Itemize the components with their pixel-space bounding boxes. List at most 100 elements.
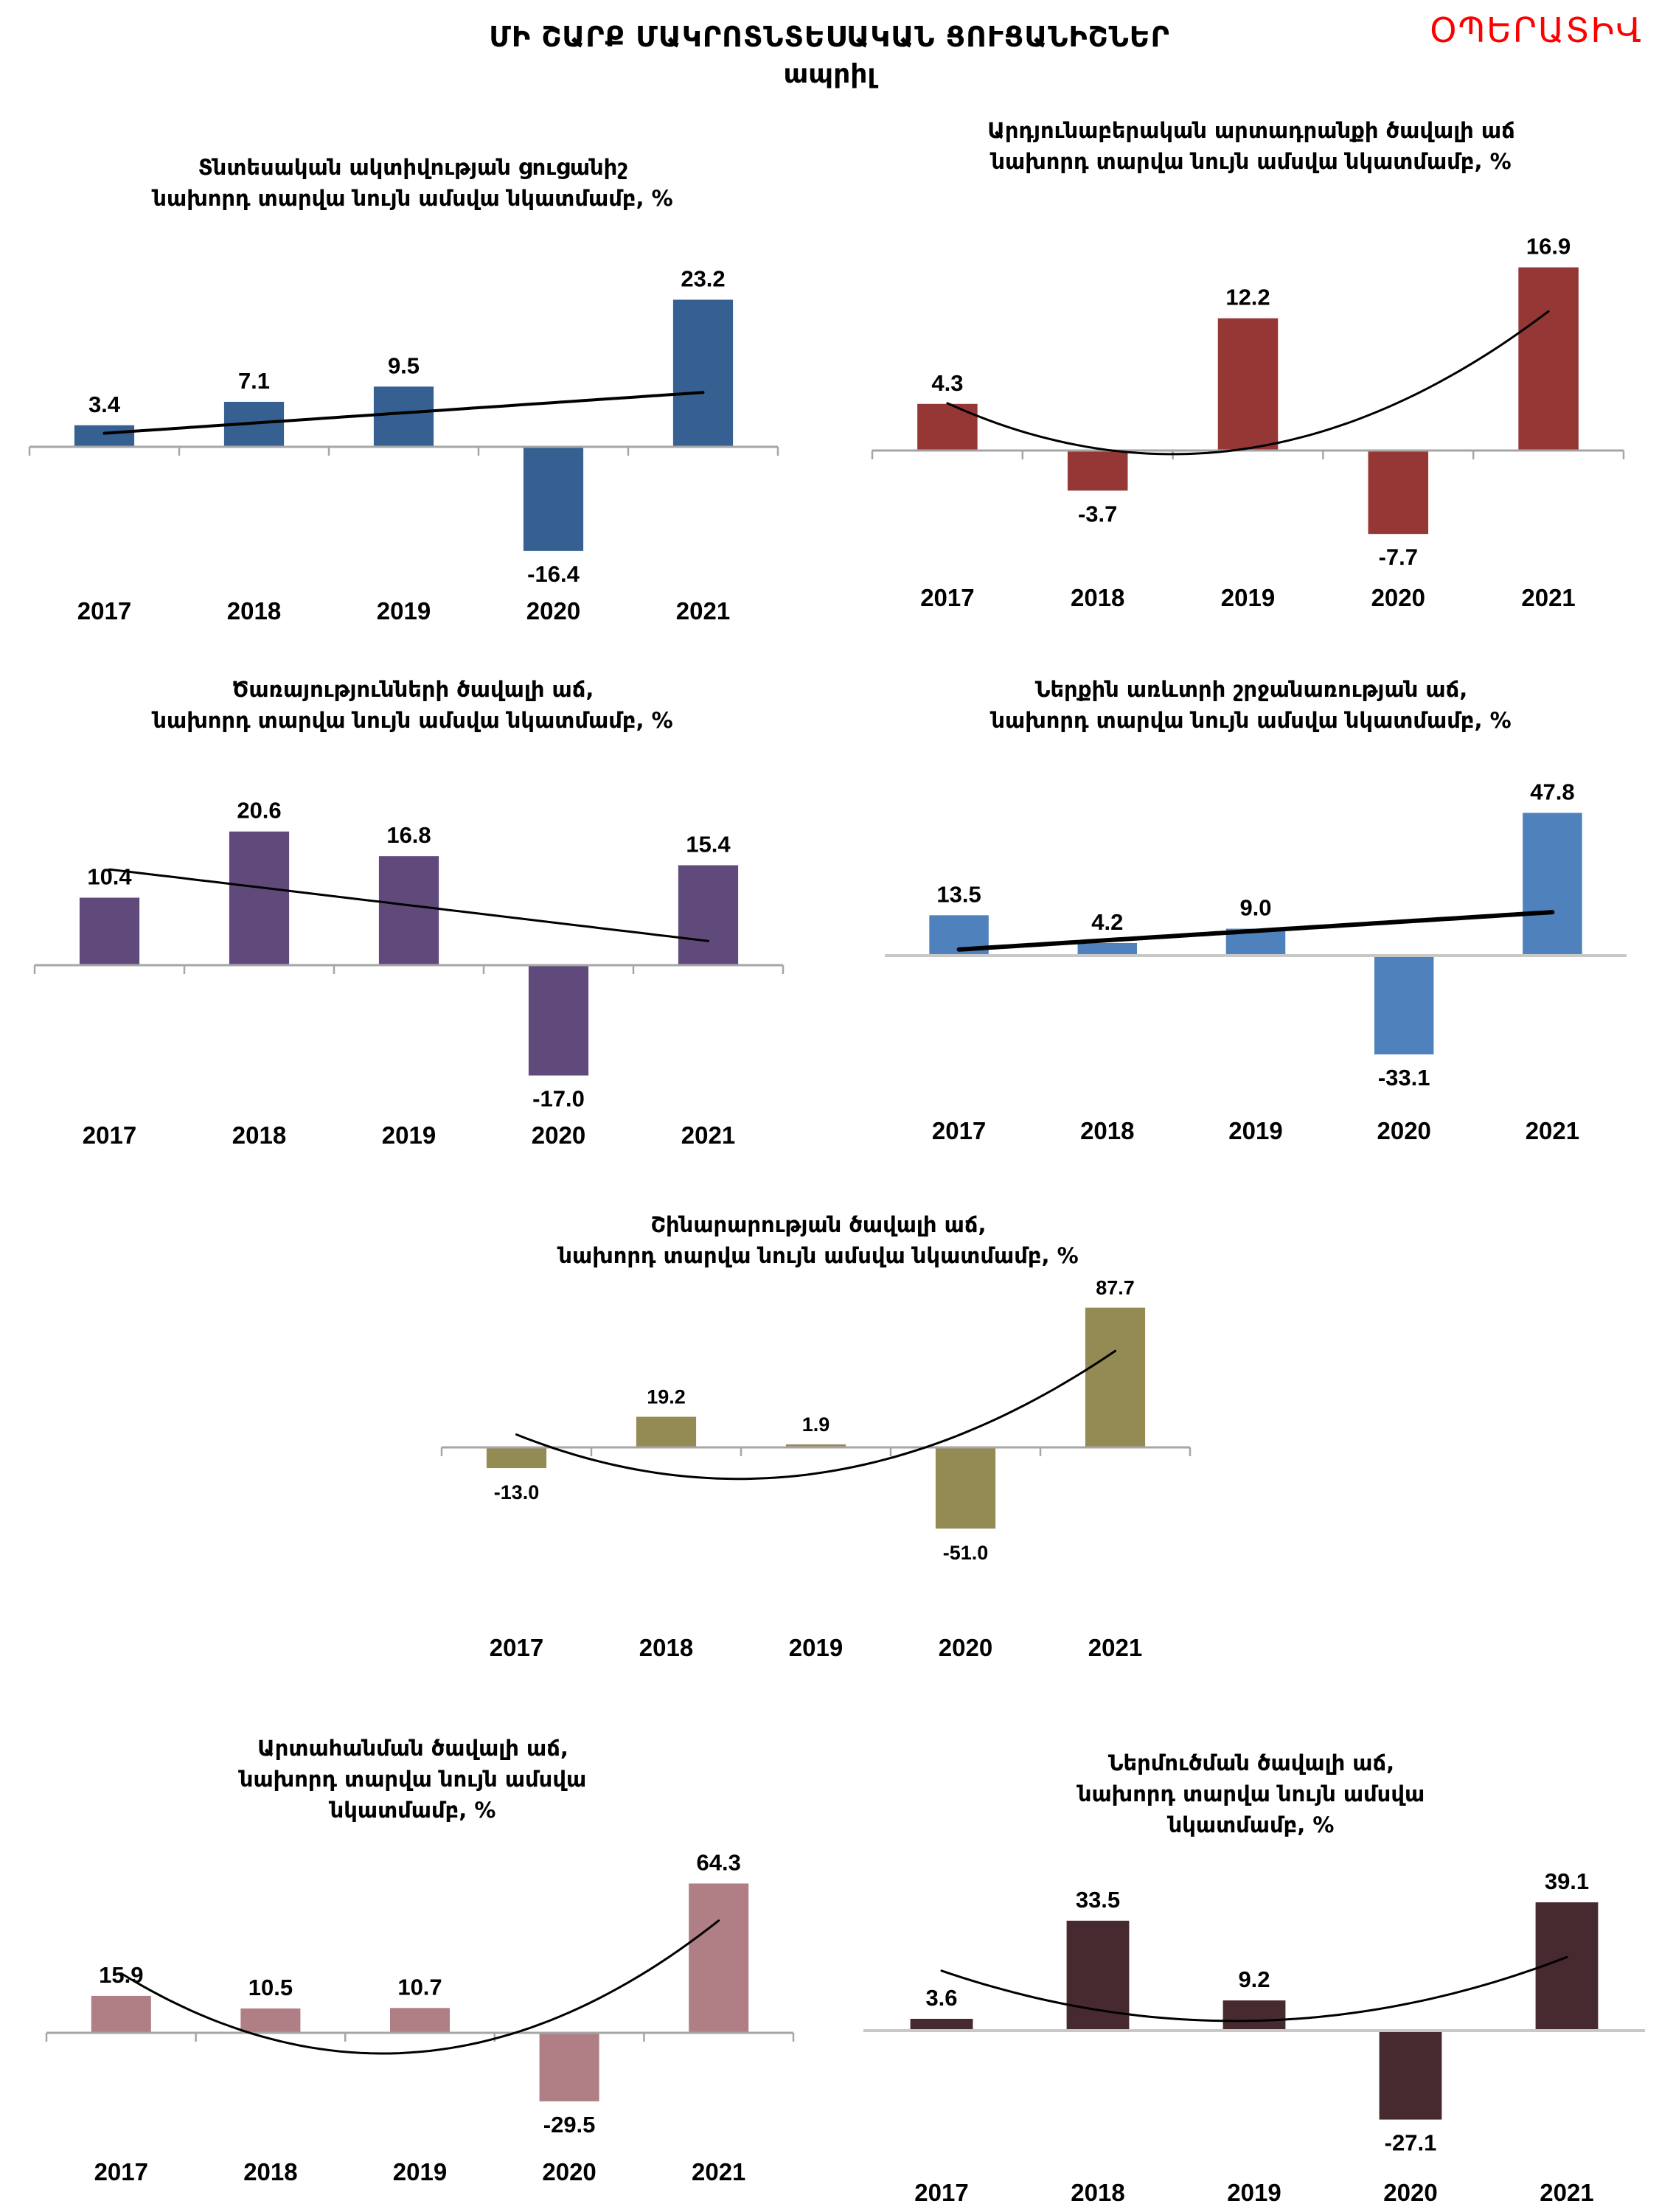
data-label: 64.3: [697, 1849, 741, 1875]
data-label: 47.8: [1530, 779, 1574, 804]
data-label: -13.0: [494, 1481, 540, 1503]
bar-2019: [785, 1444, 846, 1447]
x-tick-label: 2017: [914, 2179, 968, 2206]
chart-title-line: նախորդ տարվա նույն ամսվա նկատմամբ, %: [558, 1243, 1079, 1268]
bar-2021: [1518, 267, 1579, 451]
bar-2020: [523, 447, 584, 552]
chart-title-line: նկատմամբ, %: [1168, 1812, 1335, 1837]
x-tick-label: 2018: [1071, 2179, 1124, 2206]
x-tick-label: 2018: [639, 1634, 693, 1661]
bar-2019: [389, 2008, 451, 2033]
x-tick-label: 2017: [932, 1117, 986, 1144]
data-label: 15.4: [686, 831, 731, 857]
x-tick-label: 2020: [1371, 584, 1425, 611]
chart-title-line: նկատմամբ, %: [330, 1798, 496, 1823]
trendline: [946, 310, 1550, 456]
bar-2018: [229, 831, 290, 965]
data-label: -3.7: [1078, 501, 1117, 526]
chart-title-line: Արտահանման ծավալի աճ,: [257, 1736, 568, 1761]
data-label: -7.7: [1379, 544, 1418, 570]
data-label: 4.2: [1091, 909, 1123, 935]
x-tick-label: 2020: [542, 2158, 596, 2185]
data-label: -27.1: [1385, 2130, 1437, 2156]
data-label: 10.5: [248, 1975, 293, 2000]
data-label: 87.7: [1096, 1277, 1135, 1299]
data-label: 9.2: [1238, 1966, 1270, 1992]
x-tick-label: 2021: [1540, 2179, 1593, 2206]
bar-2017: [74, 425, 135, 447]
data-label: 10.7: [397, 1974, 442, 2000]
bar-2020: [1368, 451, 1429, 535]
bar-2017: [910, 2018, 973, 2031]
bar-2021: [1085, 1307, 1146, 1447]
chart-title: Արտահանման ծավալի աճ, նախորդ տարվա նույն …: [7, 1733, 818, 1826]
data-label: 15.9: [99, 1962, 143, 1988]
x-tick-label: 2019: [1228, 1117, 1282, 1144]
x-tick-label: 2018: [1071, 584, 1124, 611]
x-tick-label: 2019: [1221, 584, 1275, 611]
x-tick-label: 2020: [526, 597, 580, 625]
data-label: 3.4: [88, 392, 121, 417]
x-tick-label: 2021: [676, 597, 730, 625]
data-label: 16.9: [1526, 234, 1571, 260]
chart-title-line: Շինարարության ծավալի աճ,: [650, 1212, 987, 1237]
bar-2017: [486, 1447, 547, 1469]
x-tick-label: 2017: [490, 1634, 543, 1661]
x-tick-label: 2021: [1088, 1634, 1142, 1661]
data-label: 33.5: [1076, 1887, 1120, 1913]
data-label: 13.5: [936, 881, 981, 907]
x-tick-label: 2020: [939, 1634, 992, 1661]
bar-2018: [240, 2008, 301, 2033]
data-label: -16.4: [527, 561, 580, 587]
bar-2021: [678, 865, 739, 965]
x-tick-label: 2019: [393, 2158, 447, 2185]
chart-title-line: Տնտեսական ակտիվության ցուցանիշ: [198, 155, 628, 180]
chart-title: Ներքին առևտրի շրջանառության աճ, նախորդ տա…: [846, 674, 1657, 736]
bar-2020: [935, 1447, 996, 1529]
x-tick-label: 2018: [227, 597, 281, 625]
trendline: [940, 1955, 1568, 2023]
x-tick-label: 2019: [789, 1634, 843, 1661]
x-tick-label: 2021: [681, 1121, 735, 1149]
x-tick-label: 2020: [1383, 2179, 1437, 2206]
data-label: 19.2: [647, 1386, 686, 1408]
x-tick-label: 2017: [77, 597, 131, 625]
bar-2019: [1217, 318, 1279, 451]
data-label: -17.0: [532, 1086, 585, 1112]
trendline: [515, 1349, 1116, 1481]
chart-title: Ներմուծման ծավալի աճ, նախորդ տարվա նույն …: [846, 1747, 1657, 1840]
data-label: 16.8: [386, 822, 431, 848]
data-label: 9.0: [1239, 895, 1271, 921]
bar-2019: [378, 856, 439, 965]
bar-2020: [1374, 956, 1434, 1055]
bar-2021: [689, 1883, 749, 2033]
chart-title-line: նախորդ տարվա նույն ամսվա նկատմամբ, %: [991, 149, 1512, 174]
data-label: 7.1: [238, 368, 270, 394]
chart-title: Տնտեսական ակտիվության ցուցանիշ նախորդ տար…: [7, 152, 818, 214]
data-label: 9.5: [388, 352, 420, 378]
data-label: 12.2: [1225, 285, 1270, 310]
x-tick-label: 2018: [1080, 1117, 1134, 1144]
data-label: -33.1: [1378, 1065, 1430, 1091]
bar-2018: [636, 1416, 697, 1447]
bar-2019: [1222, 2000, 1286, 2031]
x-tick-label: 2019: [382, 1121, 436, 1149]
chart-title-line: նախորդ տարվա նույն ամսվա նկատմամբ, %: [153, 708, 673, 733]
chart-title-line: Ներմուծման ծավալի աճ,: [1107, 1750, 1395, 1775]
x-tick-label: 2018: [232, 1121, 286, 1149]
bar-2017: [79, 897, 140, 965]
chart-title-line: նախորդ տարվա նույն ամսվա նկատմամբ, %: [991, 708, 1512, 733]
trendline: [119, 1919, 720, 2055]
data-label: 3.6: [925, 1985, 957, 2011]
data-label: 10.4: [87, 863, 132, 889]
data-label: -29.5: [543, 2112, 596, 2138]
data-label: 1.9: [802, 1413, 830, 1436]
x-tick-label: 2020: [532, 1121, 585, 1149]
chart-title-line: Ծառայությունների ծավալի աճ,: [232, 677, 594, 702]
trendline: [102, 391, 705, 435]
